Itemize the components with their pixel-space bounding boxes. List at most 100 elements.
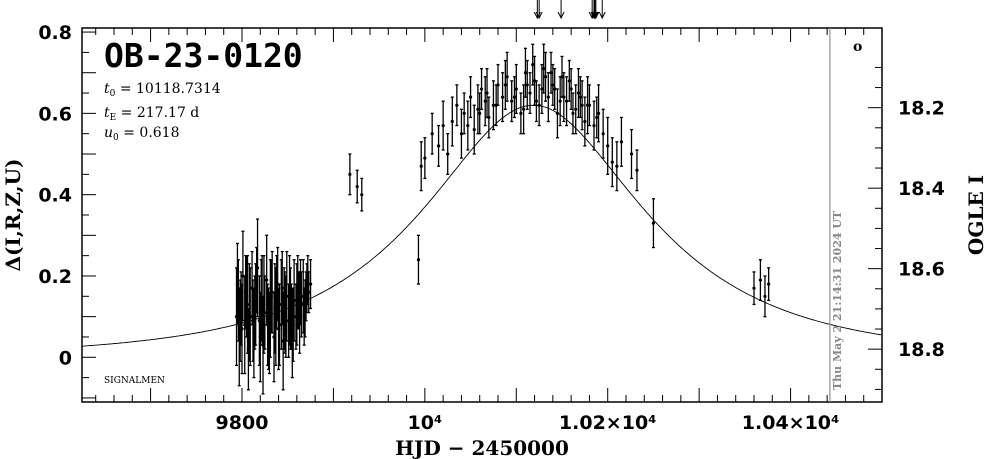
- point-marker: [287, 298, 292, 302]
- data-point: [430, 112, 434, 155]
- point-marker: [619, 140, 624, 144]
- point-marker: [543, 75, 548, 79]
- data-point: [302, 287, 306, 346]
- data-point: [578, 76, 582, 119]
- point-marker: [241, 274, 245, 278]
- data-point: [275, 255, 279, 330]
- data-point: [423, 137, 427, 180]
- data-point: [586, 76, 590, 135]
- point-marker: [236, 298, 240, 302]
- data-point: [583, 96, 587, 147]
- data-point: [514, 63, 518, 115]
- corner-marker: o: [853, 39, 862, 55]
- obs-arrow: [557, 0, 565, 20]
- data-point: [295, 263, 299, 346]
- x-tick-label: 10⁴: [407, 412, 442, 434]
- point-marker: [304, 294, 308, 298]
- point-marker: [510, 99, 514, 103]
- point-marker: [238, 319, 242, 323]
- data-point: [483, 76, 487, 127]
- point-marker: [505, 75, 509, 79]
- data-point: [282, 267, 286, 350]
- point-marker: [478, 111, 482, 115]
- point-marker: [423, 156, 427, 160]
- point-marker: [476, 107, 480, 111]
- point-marker: [251, 319, 255, 323]
- data-point: [304, 271, 308, 322]
- x-tick-label: 9800: [216, 412, 269, 434]
- data-point: [534, 80, 539, 123]
- point-marker: [519, 111, 523, 115]
- data-point: [635, 149, 639, 192]
- point-marker: [298, 290, 303, 294]
- point-marker: [282, 306, 286, 311]
- arrow-head: [598, 11, 606, 20]
- point-marker: [576, 91, 581, 95]
- point-marker: [446, 152, 450, 156]
- point-marker: [485, 91, 489, 95]
- param-u0: u0 = 0.618: [104, 125, 180, 143]
- data-point: [236, 259, 240, 342]
- data-point: [266, 283, 270, 367]
- point-marker: [273, 306, 277, 311]
- point-marker: [306, 278, 310, 282]
- point-marker: [546, 95, 550, 99]
- point-marker: [462, 111, 466, 115]
- point-marker: [297, 298, 301, 302]
- observation-arrows: [533, 0, 606, 20]
- point-marker: [767, 282, 771, 286]
- point-marker: [500, 95, 505, 99]
- data-point: [592, 100, 596, 151]
- data-point: [752, 271, 756, 306]
- data-point: [767, 267, 771, 302]
- point-marker: [758, 278, 763, 282]
- point-marker: [355, 184, 359, 189]
- point-marker: [532, 79, 537, 83]
- point-marker: [571, 111, 575, 115]
- data-point: [240, 283, 244, 375]
- arrow-head: [535, 11, 543, 20]
- data-point: [601, 108, 605, 159]
- data-point: [763, 275, 767, 318]
- data-point: [297, 271, 301, 330]
- x-axis: 9800 10⁴ 1.02×10⁴ 1.04×10⁴: [95, 28, 883, 434]
- right-axis-label: OGLE I: [964, 175, 986, 255]
- data-point: [238, 279, 242, 362]
- data-point: [512, 76, 517, 119]
- data-point: [580, 80, 584, 131]
- data-point: [546, 72, 550, 123]
- point-marker: [247, 310, 251, 315]
- timestamp-label: Thu May 2 21:14:31 2024 UT: [831, 210, 844, 390]
- y-tick-label: 0.6: [38, 103, 72, 125]
- data-point: [537, 84, 541, 127]
- point-marker: [455, 103, 459, 107]
- data-point: [459, 108, 464, 159]
- point-marker: [291, 323, 295, 327]
- data-point: [503, 59, 507, 110]
- point-marker: [601, 132, 605, 136]
- data-point: [308, 259, 313, 310]
- obs-arrow: [598, 0, 606, 20]
- data-point: [519, 92, 523, 135]
- point-marker: [551, 83, 555, 87]
- data-point: [558, 76, 562, 127]
- point-marker: [528, 91, 532, 95]
- data-point: [273, 263, 277, 354]
- point-marker: [302, 315, 306, 319]
- y-tick-label: 0.4: [38, 185, 72, 207]
- data-point: [615, 141, 619, 192]
- point-marker: [537, 103, 541, 107]
- data-point: [247, 263, 251, 362]
- data-point: [543, 51, 548, 102]
- point-marker: [275, 290, 279, 294]
- point-marker: [255, 278, 259, 282]
- point-marker: [419, 164, 423, 168]
- point-marker: [284, 315, 288, 319]
- data-point: [360, 177, 364, 212]
- data-point: [595, 96, 599, 139]
- data-point: [485, 68, 489, 119]
- y-axis-left: 0 0.2 0.4 0.6 0.8: [38, 22, 96, 399]
- data-point: [564, 76, 569, 127]
- point-marker: [531, 62, 535, 67]
